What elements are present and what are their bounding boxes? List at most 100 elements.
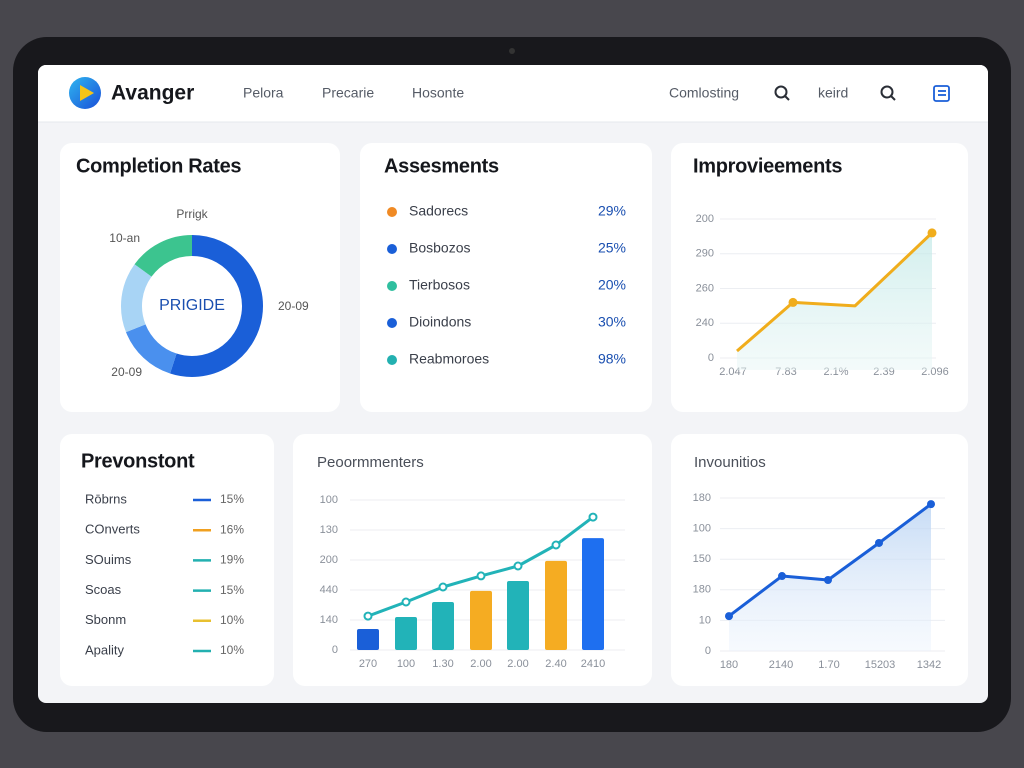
y-tick-label: 240 (696, 317, 714, 329)
point (438, 582, 448, 592)
nav-link[interactable]: Comlosting (669, 85, 739, 101)
line (736, 231, 934, 353)
logo-play (80, 85, 94, 101)
search-icon[interactable] (880, 85, 896, 101)
card-title: Completion Rates (76, 155, 241, 177)
point (927, 228, 937, 238)
row-value: 15% (220, 492, 244, 506)
point (476, 571, 486, 581)
y-tick-label: 200 (320, 554, 338, 566)
bar (432, 602, 454, 650)
menu-icon[interactable] (933, 85, 950, 102)
area-fill (737, 232, 932, 370)
point (725, 612, 733, 621)
row-label: SOuims (85, 552, 132, 567)
x-tick-label: 100 (397, 658, 415, 670)
y-tick-label: 100 (693, 523, 711, 535)
header-bar (38, 65, 988, 122)
x-tick-label: 2.00 (470, 658, 491, 670)
y-tick-label: 140 (320, 614, 338, 626)
y-tick-label: 0 (705, 645, 711, 657)
x-tick-label: 15203 (865, 659, 896, 671)
search-icon[interactable] (774, 85, 790, 101)
row-label: Scoas (85, 582, 122, 597)
donut-segment (134, 235, 193, 278)
card-title: Prevonstont (81, 450, 195, 472)
row-label: Bosbozos (409, 240, 470, 256)
row-value: 19% (220, 553, 244, 567)
x-tick-label: 2.00 (507, 658, 528, 670)
point (513, 561, 523, 571)
point (927, 500, 935, 509)
y-tick-label: 150 (693, 553, 711, 565)
row-value: 98% (598, 351, 626, 367)
row-label: Sbonm (85, 612, 126, 627)
nav-link[interactable]: Hosonte (412, 85, 464, 101)
row-value: 16% (220, 522, 244, 536)
point (875, 538, 883, 547)
card-title: Assesments (384, 155, 499, 177)
row-value: 30% (598, 314, 626, 330)
y-tick-label: 0 (708, 352, 714, 364)
bar (395, 617, 417, 650)
x-tick-label: 180 (720, 659, 738, 671)
x-tick-label: 1.70 (818, 659, 839, 671)
camera (509, 48, 515, 54)
brand[interactable]: Avanger (111, 82, 194, 105)
bar (357, 629, 379, 650)
point (588, 512, 598, 522)
legend-dot (387, 355, 397, 365)
y-tick-label: 10 (699, 614, 711, 626)
y-tick-label: 440 (320, 584, 338, 596)
nav-link[interactable]: Pelora (243, 85, 284, 101)
nav-link[interactable]: Precarie (322, 85, 374, 101)
row-value: 20% (598, 277, 626, 293)
donut-label: 20-09 (278, 299, 309, 313)
row-label: Sadorecs (409, 203, 468, 219)
point (551, 540, 561, 550)
row-label: Apality (85, 642, 125, 657)
y-tick-label: 290 (696, 248, 714, 260)
legend-dot (387, 244, 397, 254)
row-value: 15% (220, 583, 244, 597)
point (401, 597, 411, 607)
area-fill (729, 504, 931, 651)
y-tick-label: 100 (320, 494, 338, 506)
point (788, 297, 798, 307)
row-value: 29% (598, 203, 626, 219)
legend-dot (387, 281, 397, 291)
x-tick-label: 2.40 (545, 658, 566, 670)
nav-link[interactable]: keird (818, 85, 848, 101)
x-tick-label: 2140 (769, 659, 793, 671)
x-tick-label: 1342 (917, 659, 941, 671)
point (363, 611, 373, 621)
y-tick-label: 260 (696, 282, 714, 294)
card (60, 143, 340, 412)
legend-dot (387, 207, 397, 217)
row-label: Dioindons (409, 314, 471, 330)
card-title: Invounitios (694, 454, 766, 471)
card-title: Peoormmenters (317, 454, 424, 471)
donut-center-label: PRIGIDE (159, 297, 225, 314)
row-label: Tierbosos (409, 277, 470, 293)
donut-segment (121, 264, 152, 333)
row-value: 10% (220, 643, 244, 657)
y-tick-label: 0 (332, 644, 338, 656)
card (360, 143, 652, 412)
row-value: 25% (598, 240, 626, 256)
y-tick-label: 130 (320, 524, 338, 536)
legend-dot (387, 318, 397, 328)
point (824, 576, 832, 585)
y-tick-label: 180 (693, 584, 711, 596)
donut-label: 10-an (109, 231, 140, 245)
bar (507, 581, 529, 650)
bar (545, 560, 567, 650)
row-label: Reabmoroes (409, 351, 489, 367)
donut-segment (170, 235, 263, 377)
bar (582, 538, 604, 650)
row-value: 10% (220, 613, 244, 627)
row-label: COnverts (85, 522, 140, 537)
card-title: Improvieements (693, 155, 842, 177)
donut-segment (125, 323, 177, 374)
